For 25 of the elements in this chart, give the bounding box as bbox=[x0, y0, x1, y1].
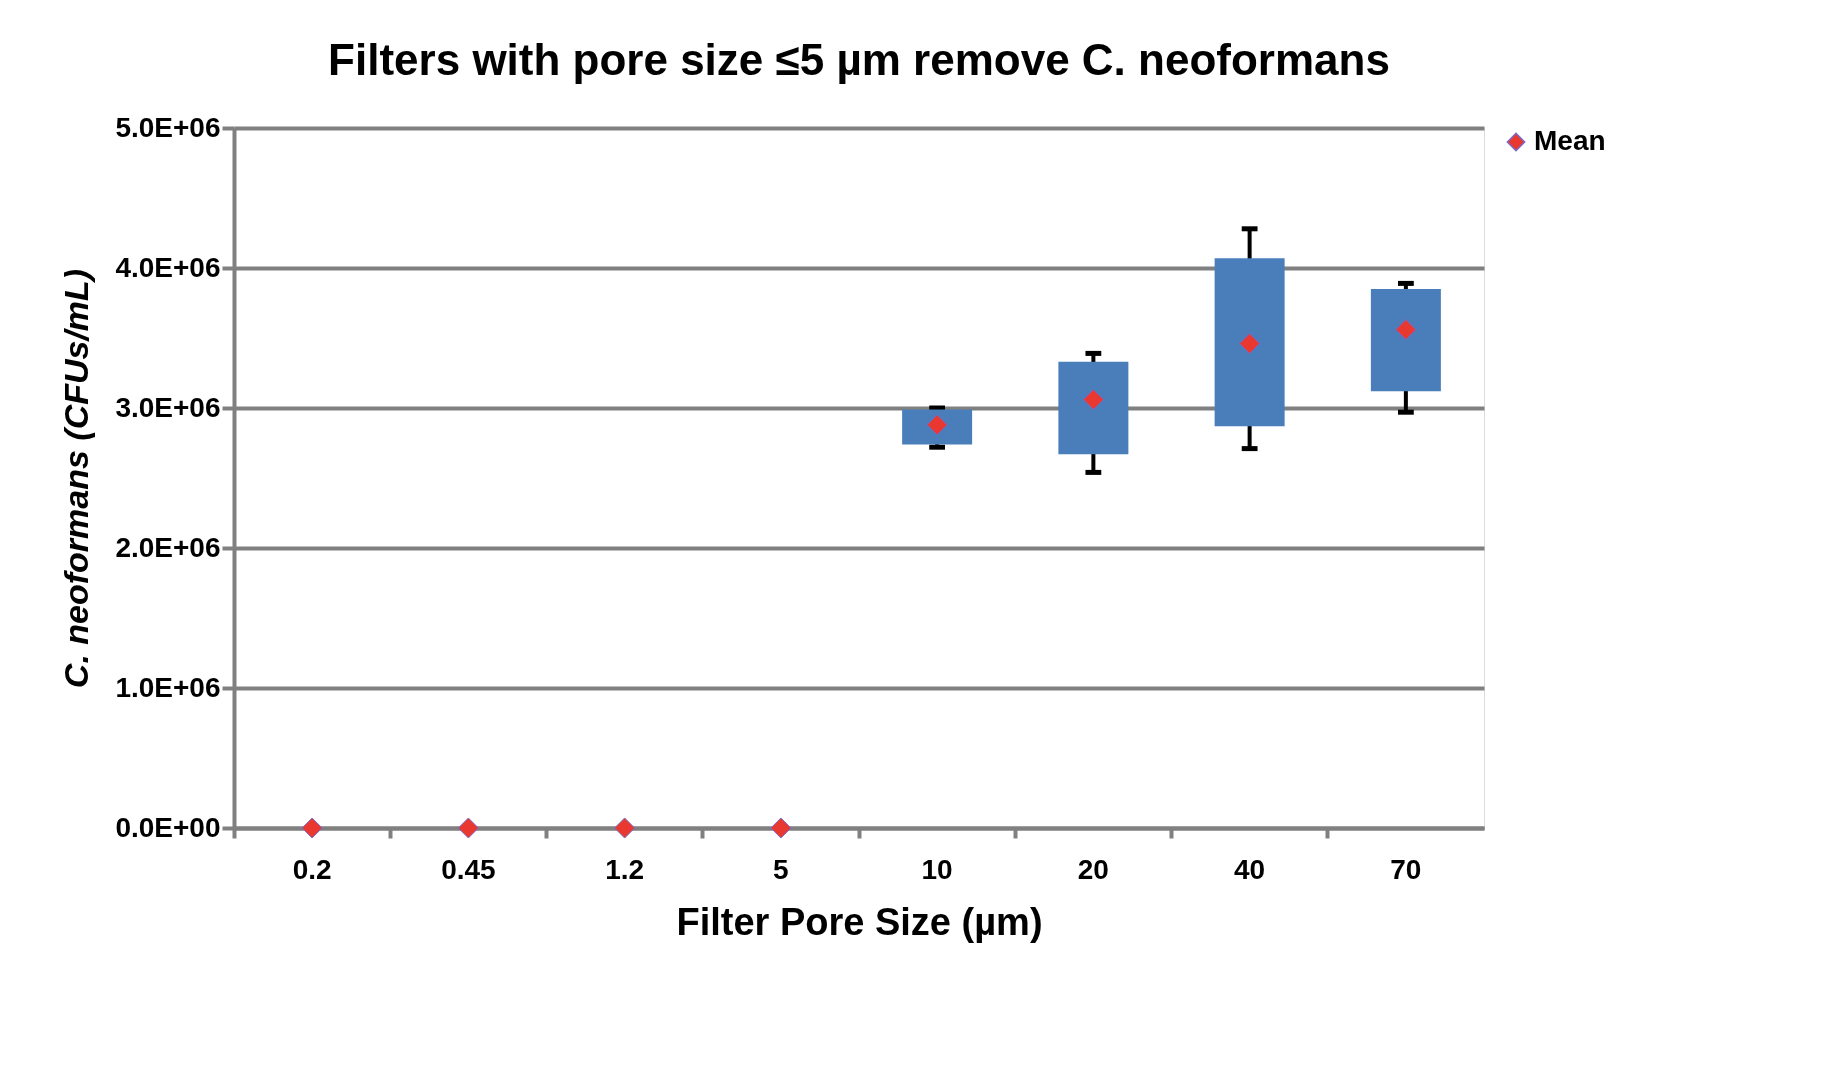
chart-title: Filters with pore size ≤5 µm remove C. neoformans bbox=[328, 35, 1390, 84]
y-tick-label: 5.0E+06 bbox=[115, 111, 221, 143]
x-tick-label: 40 bbox=[1234, 853, 1266, 885]
point bbox=[457, 817, 479, 839]
legend-label: Mean bbox=[1534, 125, 1606, 156]
point bbox=[301, 817, 323, 839]
x-tick-label: 1.2 bbox=[605, 853, 645, 885]
y-axis-title: C. neoformans (CFUs/mL) bbox=[57, 268, 96, 689]
point bbox=[1239, 333, 1261, 355]
x-tick-label: 5 bbox=[773, 853, 789, 885]
point bbox=[1082, 389, 1104, 411]
point bbox=[614, 817, 636, 839]
x-axis-title: Filter Pore Size (µm) bbox=[676, 900, 1043, 943]
y-tick-label: 1.0E+06 bbox=[115, 671, 221, 703]
x-tick-label: 0.45 bbox=[441, 853, 496, 885]
x-tick-label: 20 bbox=[1077, 853, 1109, 885]
y-tick-label: 2.0E+06 bbox=[115, 531, 221, 563]
y-tick-label: 3.0E+06 bbox=[115, 391, 221, 423]
point bbox=[770, 817, 792, 839]
point bbox=[1395, 319, 1417, 341]
x-tick-label: 70 bbox=[1390, 853, 1422, 885]
y-tick-label: 0.0E+00 bbox=[115, 811, 221, 843]
x-tick-label: 0.2 bbox=[292, 853, 332, 885]
y-tick-label: 4.0E+06 bbox=[115, 251, 221, 283]
x-tick-label: 10 bbox=[921, 853, 953, 885]
